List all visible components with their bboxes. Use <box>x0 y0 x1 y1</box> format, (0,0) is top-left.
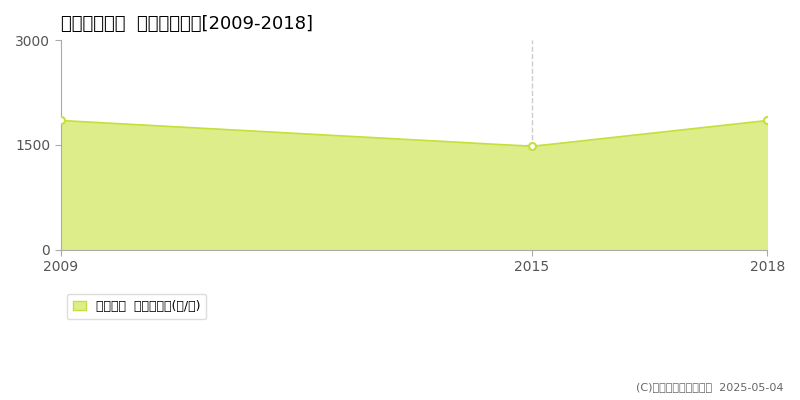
Text: (C)土地価格ドットコム  2025-05-04: (C)土地価格ドットコム 2025-05-04 <box>637 382 784 392</box>
Text: 長井市勧進代  農地価格推移[2009-2018]: 長井市勧進代 農地価格推移[2009-2018] <box>61 15 313 33</box>
Legend: 農地価格  平均坪単価(円/坪): 農地価格 平均坪単価(円/坪) <box>66 294 206 319</box>
